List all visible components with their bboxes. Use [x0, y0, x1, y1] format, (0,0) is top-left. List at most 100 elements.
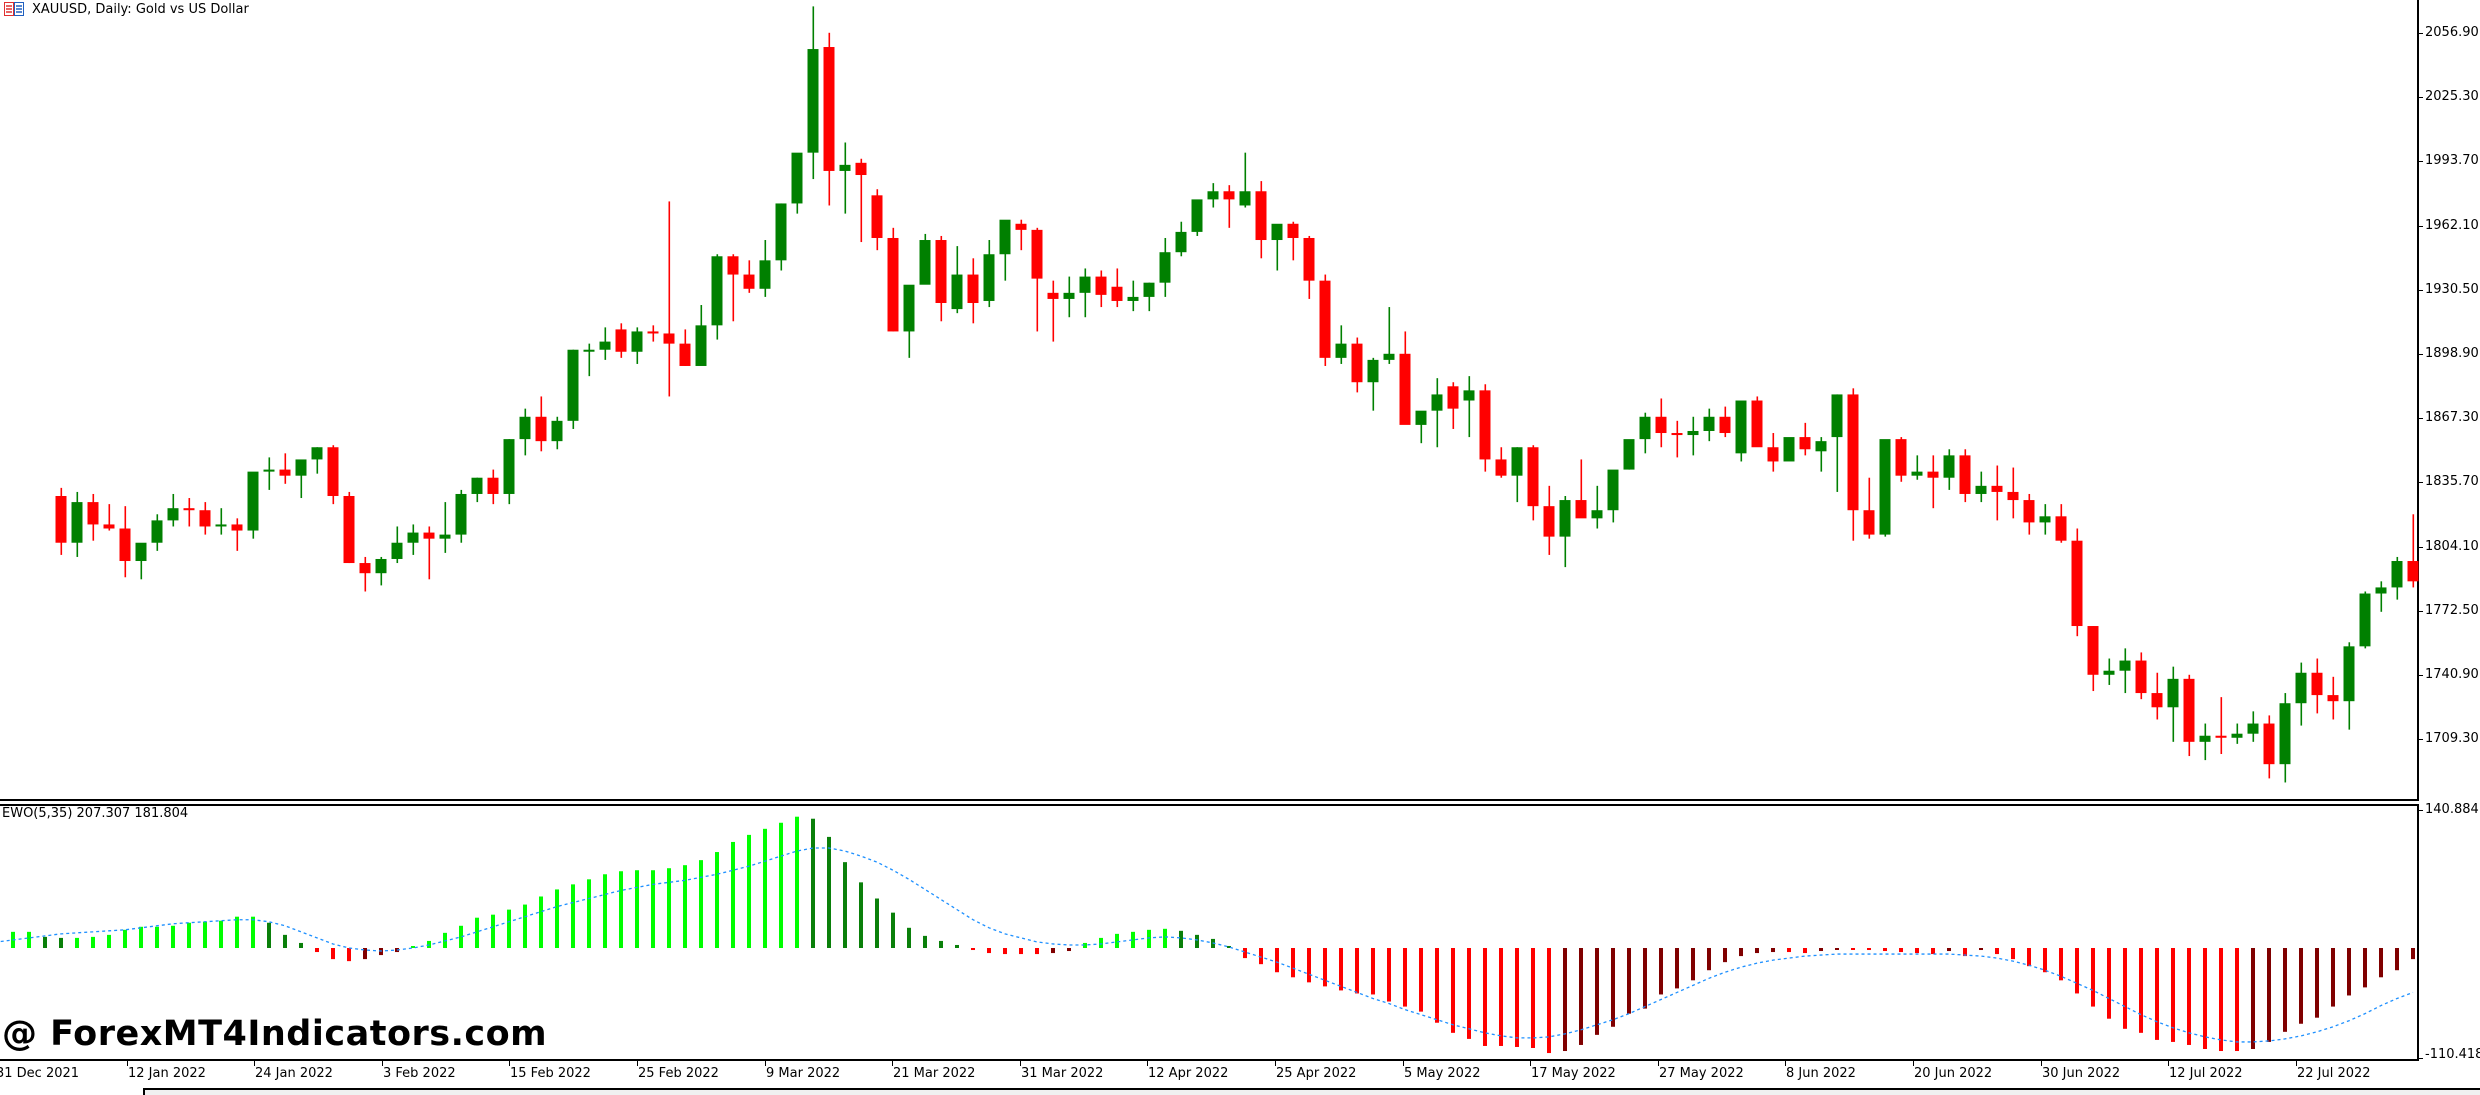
- price-chart-panel[interactable]: [0, 0, 2419, 801]
- ewo-histogram-bar: [123, 929, 127, 948]
- date-axis-label: 5 May 2022: [1404, 1066, 1481, 1081]
- candle: [1223, 185, 1235, 228]
- candle: [1479, 384, 1491, 472]
- price-axis-tick: [2419, 97, 2423, 98]
- date-axis-label: 12 Apr 2022: [1148, 1066, 1229, 1081]
- price-axis-label: 1709.30: [2425, 731, 2479, 746]
- candle: [1319, 274, 1331, 366]
- candle: [1751, 396, 1763, 448]
- candle: [1943, 449, 1955, 490]
- ewo-histogram-bar: [27, 931, 31, 948]
- date-axis-tick: [382, 1061, 383, 1066]
- candle: [1927, 455, 1939, 509]
- candle: [1703, 408, 1715, 442]
- ewo-histogram-bar: [1003, 948, 1007, 955]
- candle: [1767, 433, 1779, 472]
- date-axis-tick: [1658, 1061, 1659, 1066]
- candle: [615, 323, 627, 358]
- candle: [1303, 235, 1315, 299]
- candle: [503, 439, 515, 505]
- price-axis-tick: [2419, 547, 2423, 548]
- candle: [2199, 723, 2211, 761]
- ewo-histogram-bar: [555, 889, 559, 948]
- date-axis-tick: [1147, 1061, 1148, 1066]
- candle: [1639, 412, 1651, 454]
- candle: [2039, 504, 2051, 535]
- candle: [1111, 268, 1123, 308]
- ewo-histogram-bar: [891, 912, 895, 948]
- candle: [2023, 493, 2035, 535]
- ewo-histogram-bar: [139, 926, 143, 948]
- candle: [2359, 591, 2371, 649]
- candle: [1415, 410, 1427, 444]
- price-axis-label: 1835.70: [2425, 474, 2479, 489]
- watermark-text: @ ForexMT4Indicators.com: [2, 1014, 548, 1054]
- ewo-histogram-bar: [187, 922, 191, 948]
- ewo-histogram-bar: [1355, 948, 1359, 994]
- ewo-histogram-bar: [795, 816, 799, 948]
- date-axis-tick: [2168, 1061, 2169, 1066]
- ewo-histogram-bar: [219, 920, 223, 948]
- ewo-histogram-bar: [1707, 948, 1711, 971]
- candle: [1607, 469, 1619, 523]
- candle: [919, 233, 931, 285]
- candle: [1847, 388, 1859, 541]
- ewo-histogram-bar: [651, 870, 655, 948]
- date-axis-label: 8 Jun 2022: [1786, 1066, 1856, 1081]
- ewo-histogram-bar: [2299, 948, 2303, 1024]
- candle: [1975, 471, 1987, 503]
- date-axis-label: 12 Jan 2022: [128, 1066, 206, 1081]
- candle: [1047, 280, 1059, 342]
- ewo-histogram-bar: [1659, 948, 1663, 995]
- date-axis-label: 9 Mar 2022: [766, 1066, 841, 1081]
- price-axis-label: 1740.90: [2425, 667, 2479, 682]
- ewo-histogram-bar: [1611, 948, 1615, 1027]
- candle: [1463, 376, 1475, 438]
- ewo-histogram-bar: [1195, 934, 1199, 948]
- ewo-histogram-bar: [2219, 948, 2223, 1052]
- date-axis-tick: [892, 1061, 893, 1066]
- ewo-histogram-bar: [2379, 948, 2383, 978]
- candle: [1655, 398, 1667, 448]
- date-axis-label: 25 Feb 2022: [638, 1066, 719, 1081]
- ewo-histogram-bar: [1323, 948, 1327, 987]
- date-axis-tick: [2041, 1061, 2042, 1066]
- ewo-indicator-panel[interactable]: [0, 804, 2419, 1061]
- price-axis-label: 1804.10: [2425, 539, 2479, 554]
- candle: [2183, 674, 2195, 757]
- ewo-histogram-bar: [1099, 937, 1103, 948]
- candle: [855, 158, 867, 243]
- ewo-histogram-bar: [2155, 948, 2159, 1040]
- date-axis-tick: [1403, 1061, 1404, 1066]
- ewo-histogram-bar: [171, 925, 175, 948]
- ewo-histogram-bar: [1371, 948, 1375, 995]
- candle: [87, 493, 99, 541]
- ewo-histogram-bar: [2107, 948, 2111, 1019]
- candle: [1351, 337, 1363, 393]
- candle: [1559, 496, 1571, 568]
- candle: [1623, 439, 1635, 470]
- ewo-histogram-bar: [939, 940, 943, 948]
- candle: [1175, 221, 1187, 257]
- ewo-histogram-bar: [411, 946, 415, 948]
- candle: [1447, 382, 1459, 429]
- chart-tabs-strip[interactable]: [143, 1088, 2480, 1095]
- ewo-histogram-bar: [2187, 948, 2191, 1045]
- ewo-histogram-bar: [619, 871, 623, 948]
- ewo-histogram-bar: [1883, 948, 1887, 952]
- candle: [1367, 357, 1379, 411]
- ewo-histogram-bar: [1691, 948, 1695, 981]
- ewo-histogram-bar: [2027, 948, 2031, 967]
- date-axis-label: 3 Feb 2022: [383, 1066, 456, 1081]
- date-axis-label: 24 Jan 2022: [255, 1066, 333, 1081]
- ewo-histogram-bar: [987, 948, 991, 954]
- candle: [807, 6, 819, 180]
- ewo-histogram-bar: [1835, 948, 1839, 950]
- candle: [1719, 406, 1731, 438]
- date-axis-tick: [2296, 1061, 2297, 1066]
- ewo-histogram-bar: [587, 879, 591, 948]
- candle: [871, 189, 883, 251]
- candle: [535, 396, 547, 452]
- ewo-histogram-bar: [2043, 948, 2047, 973]
